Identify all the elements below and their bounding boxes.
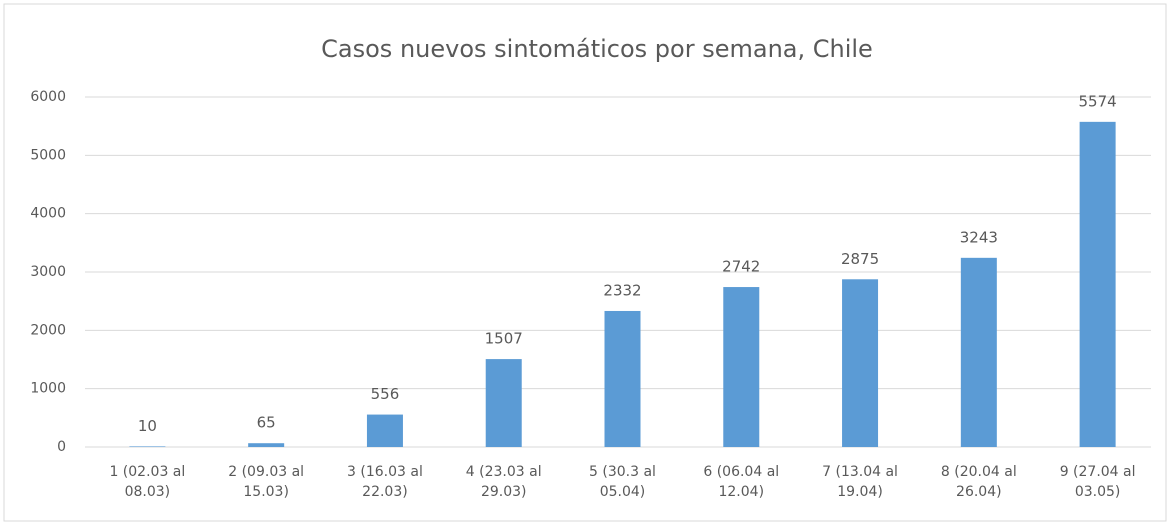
y-tick-label: 4000: [30, 206, 66, 222]
data-label: 1507: [485, 330, 523, 348]
data-label: 2742: [722, 258, 760, 276]
bar: [485, 359, 522, 447]
x-tick-label: 9 (27.04 al 03.05): [1059, 464, 1136, 500]
data-label: 5574: [1079, 92, 1117, 110]
y-tick-label: 6000: [30, 89, 66, 105]
bar: [604, 310, 641, 447]
x-tick-label: 2 (09.03 al 15.03): [228, 464, 305, 500]
data-label: 556: [371, 385, 400, 403]
bar: [960, 257, 997, 447]
data-label: 2332: [603, 281, 641, 299]
x-tick-label: 5 (30.3 al 05.04): [589, 464, 656, 500]
x-tick-label: 8 (20.04 al 26.04): [940, 464, 1017, 500]
chart-title: Casos nuevos sintomáticos por semana, Ch…: [321, 35, 873, 63]
y-tick-label: 2000: [30, 322, 66, 338]
x-tick-label: 7 (13.04 al 19.04): [822, 464, 898, 500]
bar: [248, 443, 285, 447]
y-tick-label: 0: [57, 439, 66, 455]
x-tick-label: 4 (23.03 al 29.03): [465, 464, 542, 500]
bar: [842, 279, 879, 447]
data-label: 10: [138, 417, 157, 435]
data-label: 3243: [960, 228, 998, 246]
y-tick-label: 3000: [30, 264, 66, 280]
bar: [1079, 121, 1116, 447]
x-tick-label: 6 (06.04 al 12.04): [703, 464, 780, 500]
data-label: 65: [257, 414, 276, 432]
bar: [723, 287, 760, 447]
bar: [129, 446, 166, 447]
data-label: 2875: [841, 250, 879, 268]
bar: [366, 414, 403, 447]
x-tick-label: 3 (16.03 al 22.03): [347, 464, 423, 500]
y-tick-label: 1000: [30, 381, 66, 397]
y-tick-label: 5000: [30, 147, 66, 163]
x-tick-label: 1 (02.03 al 08.03): [109, 464, 186, 500]
